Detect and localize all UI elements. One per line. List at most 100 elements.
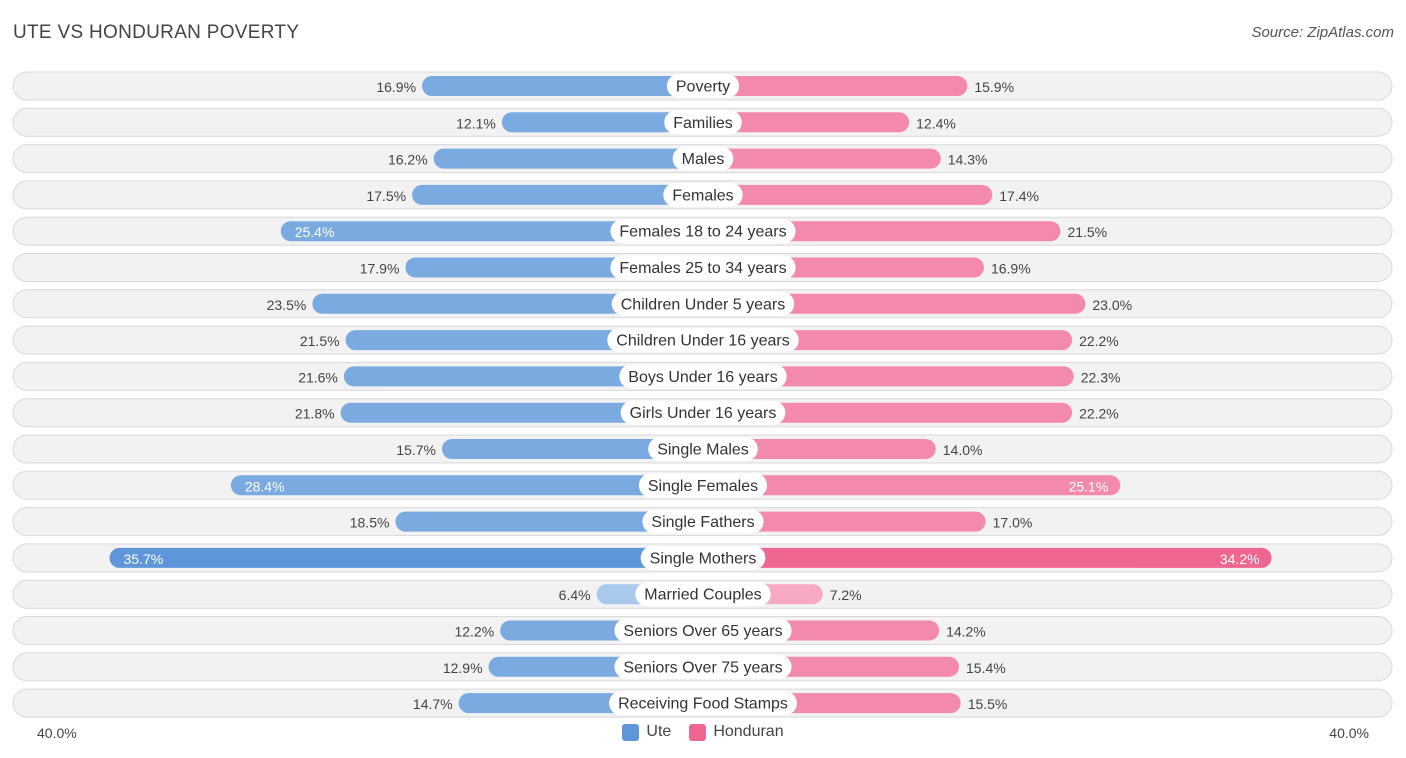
bar-ute [230,475,703,496]
category-pill [611,291,795,316]
bar-honduran [703,293,1086,314]
chart-row: Boys Under 16 years 21.6% 22.3% [12,361,1393,391]
bar-honduran [703,547,1272,568]
category-pill [666,74,740,98]
value-label-honduran: 15.9% [974,79,1014,95]
chart-row: Females 25 to 34 years 17.9% 16.9% [12,253,1393,282]
bar-ute [422,76,703,96]
legend: Ute Honduran [0,723,1406,741]
value-label-honduran: 23.0% [1092,297,1132,313]
bar-honduran [703,112,910,133]
chart-row: Single Females 28.4% 25.1% [12,470,1393,500]
bar-honduran [703,184,993,205]
category-pill [648,437,758,461]
legend-label-ute: Ute [646,723,672,740]
value-label-honduran: 22.2% [1079,406,1119,422]
value-label-ute: 28.4% [245,478,285,494]
axis-left-label: 40.0% [37,725,77,741]
value-label-honduran: 25.1% [1069,478,1109,494]
bar-ute [109,547,704,568]
chart-row: Receiving Food Stamps 14.7% 15.5% [12,688,1393,718]
category-label: Single Fathers [651,514,754,531]
category-pill [664,110,742,135]
legend-swatch-ute [622,723,640,741]
axis-right-label: 40.0% [1329,725,1369,741]
value-label-honduran: 7.2% [830,587,862,603]
bar-ute [312,293,703,314]
value-label-honduran: 17.0% [993,515,1033,531]
value-label-ute: 16.9% [376,79,416,95]
category-pill [614,654,792,679]
bar-honduran [703,439,936,459]
category-pill [620,400,786,425]
value-label-ute: 12.1% [456,115,496,131]
bar-honduran [703,366,1074,387]
bar-ute [433,148,703,169]
category-label: Seniors Over 75 years [623,659,782,676]
category-label: Families [673,115,733,132]
category-label: Females [672,187,733,204]
category-pill [619,364,787,389]
category-label: Single Mothers [650,550,757,567]
bar-honduran [703,148,941,169]
bar-ute [412,184,703,205]
chart-row: Poverty 16.9% 15.9% [12,71,1393,101]
value-label-honduran: 15.5% [968,696,1008,712]
category-pill [638,473,768,498]
chart-row: Families 12.1% 12.4% [12,107,1393,137]
value-label-honduran: 16.9% [991,261,1031,277]
category-pill [614,618,792,643]
chart-row: Girls Under 16 years 21.8% 22.2% [12,398,1393,428]
value-label-honduran: 12.4% [916,115,956,131]
chart-row: Females 17.5% 17.4% [12,180,1393,210]
value-label-ute: 21.5% [300,333,340,349]
bar-ute [395,511,703,532]
value-label-ute: 14.7% [413,696,453,712]
chart-row: Females 18 to 24 years 25.4% 21.5% [12,216,1393,246]
chart-row: Seniors Over 65 years 12.2% 14.2% [12,616,1393,645]
category-label: Females 18 to 24 years [619,224,786,241]
chart-title: UTE VS HONDURAN POVERTY [13,22,300,43]
category-pill [610,255,796,280]
value-label-ute: 23.5% [267,297,307,313]
legend-swatch-honduran [689,723,707,741]
bar-ute [340,402,703,423]
legend-label-honduran: Honduran [713,723,784,740]
value-label-ute: 18.5% [350,515,390,531]
value-label-honduran: 22.3% [1081,369,1121,385]
chart-row: Children Under 5 years 23.5% 23.0% [12,289,1393,319]
value-label-ute: 17.9% [360,261,400,277]
category-pill [635,582,771,607]
bar-ute [343,366,703,387]
chart-row: Males 16.2% 14.3% [12,144,1393,174]
category-label: Receiving Food Stamps [618,696,788,713]
bar-honduran [703,402,1073,423]
category-pill [607,328,799,353]
value-label-ute: 12.2% [454,624,494,640]
source-note: Source: ZipAtlas.com [1251,24,1394,41]
value-label-honduran: 21.5% [1067,224,1107,240]
category-label: Poverty [676,79,730,96]
bar-ute [501,112,703,133]
bar-ute [280,221,703,242]
chart-canvas: Poverty 16.9% 15.9% Families 12.1% 12.4% Males… [12,71,1393,718]
chart-row: Children Under 16 years 21.5% 22.2% [12,325,1393,355]
value-label-ute: 6.4% [559,587,591,603]
value-label-ute: 35.7% [123,551,163,567]
category-pill [642,509,764,534]
chart-row: Single Mothers 35.7% 34.2% [12,543,1393,573]
value-label-ute: 21.6% [298,369,338,385]
value-label-honduran: 14.0% [943,442,983,458]
chart-row: Married Couples 6.4% 7.2% [12,579,1393,609]
category-label: Males [682,151,725,168]
value-label-ute: 12.9% [443,660,483,676]
chart-row: Single Males 15.7% 14.0% [12,434,1393,464]
value-label-ute: 25.4% [295,224,335,240]
bar-ute [441,439,703,459]
category-pill [609,691,797,716]
category-label: Seniors Over 65 years [623,623,782,640]
category-pill [663,182,743,207]
category-label: Girls Under 16 years [630,405,777,422]
category-pill [610,219,796,244]
category-pill [672,146,734,171]
